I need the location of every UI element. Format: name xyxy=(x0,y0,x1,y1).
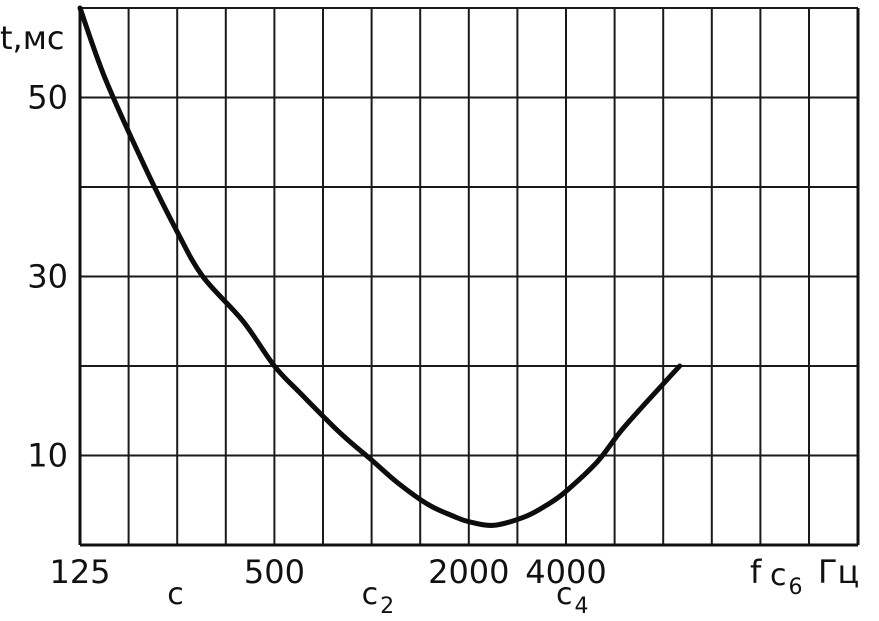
x-tick-label: 2000 xyxy=(428,553,509,591)
y-tick-label: 30 xyxy=(27,258,68,296)
y-tick-label: 10 xyxy=(27,437,68,475)
x-tick-label: 125 xyxy=(49,553,110,591)
grid xyxy=(80,7,858,545)
y-tick-label: 50 xyxy=(27,79,68,117)
x-tick-label: 4000 xyxy=(525,553,606,591)
x-axis-unit: Гц xyxy=(818,553,859,591)
x-axis-label: f xyxy=(750,553,762,591)
note-label-subscript: 6 xyxy=(789,575,803,600)
note-label: c xyxy=(167,577,184,612)
curve-layer xyxy=(77,5,683,528)
x-tick-label: 500 xyxy=(244,553,305,591)
note-label-subscript: 2 xyxy=(380,594,394,619)
y-axis-label: t,мс xyxy=(0,19,64,57)
note-label-subscript: 4 xyxy=(575,594,589,619)
series-line xyxy=(77,5,683,528)
axes xyxy=(78,8,860,547)
